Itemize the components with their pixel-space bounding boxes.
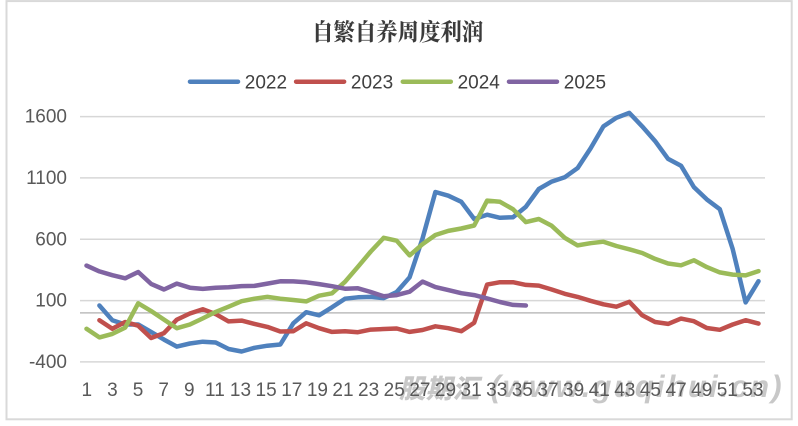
svg-text:9: 9 xyxy=(184,380,195,401)
svg-text:47: 47 xyxy=(666,380,687,401)
svg-text:19: 19 xyxy=(307,380,328,401)
svg-text:1: 1 xyxy=(82,380,93,401)
svg-text:17: 17 xyxy=(281,380,302,401)
svg-text:2024: 2024 xyxy=(458,72,501,93)
svg-text:13: 13 xyxy=(230,380,251,401)
svg-text:2023: 2023 xyxy=(351,72,393,93)
svg-text:35: 35 xyxy=(512,380,533,401)
svg-text:33: 33 xyxy=(486,380,507,401)
svg-text:27: 27 xyxy=(409,380,430,401)
svg-text:11: 11 xyxy=(205,380,225,401)
svg-text:1100: 1100 xyxy=(26,168,67,189)
svg-text:41: 41 xyxy=(589,380,610,401)
svg-text:5: 5 xyxy=(133,380,144,401)
svg-text:37: 37 xyxy=(537,380,558,401)
svg-text:1600: 1600 xyxy=(25,107,67,128)
svg-text:600: 600 xyxy=(35,229,67,250)
svg-text:23: 23 xyxy=(358,380,379,401)
svg-text:7: 7 xyxy=(158,380,169,401)
svg-text:2022: 2022 xyxy=(245,72,287,93)
svg-text:-400: -400 xyxy=(29,352,67,373)
svg-text:51: 51 xyxy=(717,380,738,401)
svg-text:53: 53 xyxy=(742,380,763,401)
svg-text:100: 100 xyxy=(35,291,67,312)
svg-text:43: 43 xyxy=(614,380,635,401)
svg-text:2025: 2025 xyxy=(564,72,606,93)
svg-text:3: 3 xyxy=(107,380,118,401)
svg-text:45: 45 xyxy=(640,380,661,401)
svg-text:25: 25 xyxy=(384,380,405,401)
svg-text:15: 15 xyxy=(256,380,277,401)
svg-text:21: 21 xyxy=(332,380,353,401)
svg-text:29: 29 xyxy=(435,380,456,401)
svg-text:49: 49 xyxy=(691,380,712,401)
svg-text:31: 31 xyxy=(461,380,482,401)
svg-text:39: 39 xyxy=(563,380,584,401)
